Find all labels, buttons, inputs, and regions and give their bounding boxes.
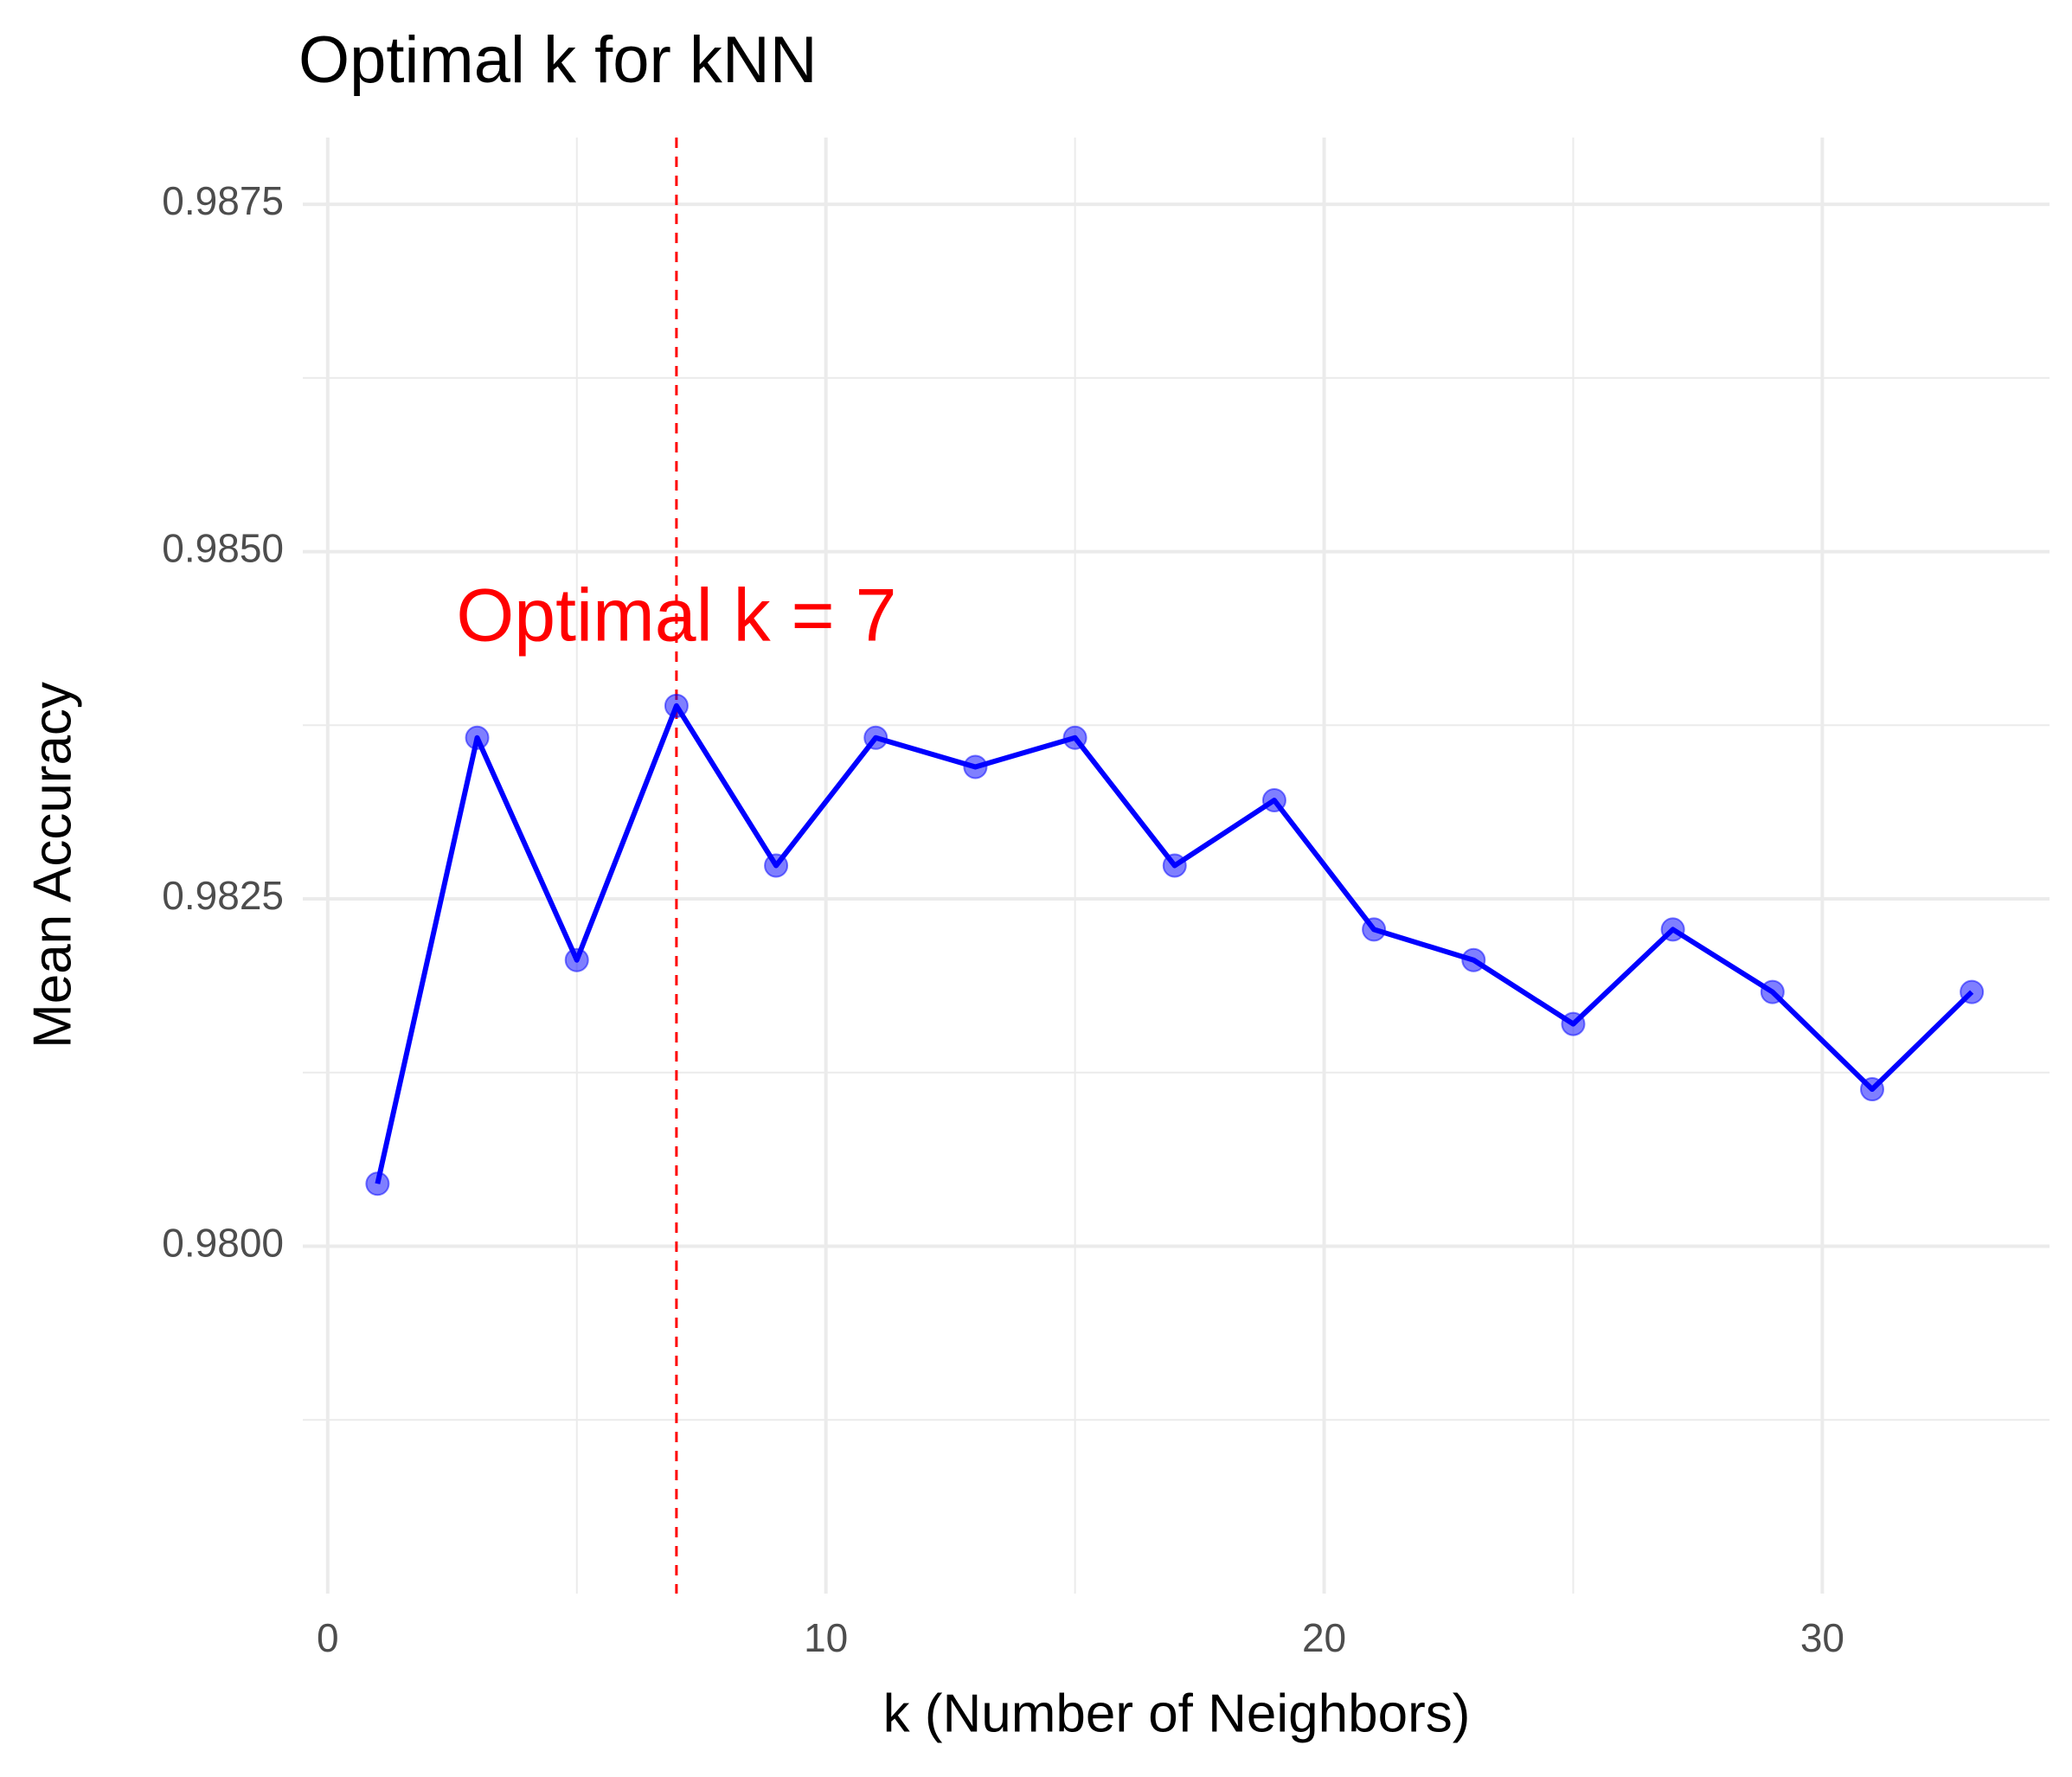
x-tick-label: 30 bbox=[1800, 1615, 1844, 1660]
data-point bbox=[465, 725, 490, 750]
x-tick-label: 0 bbox=[317, 1615, 339, 1660]
y-tick-label: 0.9800 bbox=[162, 1221, 284, 1266]
data-point bbox=[664, 693, 689, 718]
data-point bbox=[1660, 917, 1685, 942]
y-axis-title: Mean Accuracy bbox=[22, 682, 82, 1049]
data-point bbox=[1362, 917, 1387, 942]
data-point bbox=[365, 1171, 390, 1196]
y-tick-label: 0.9875 bbox=[162, 178, 284, 223]
data-point bbox=[1062, 725, 1087, 750]
data-point bbox=[963, 754, 988, 779]
data-point bbox=[863, 725, 888, 750]
data-point bbox=[1561, 1011, 1586, 1036]
x-tick-label: 10 bbox=[804, 1615, 848, 1660]
y-tick-label: 0.9850 bbox=[162, 526, 284, 571]
data-point bbox=[1859, 1077, 1884, 1102]
data-point bbox=[1960, 979, 1985, 1004]
annotation: Optimal k = 7 bbox=[456, 574, 896, 658]
data-point bbox=[1760, 979, 1785, 1004]
x-tick-label: 20 bbox=[1302, 1615, 1346, 1660]
data-point bbox=[564, 947, 589, 972]
data-point bbox=[1461, 947, 1486, 972]
data-point bbox=[764, 853, 789, 878]
chart-title: Optimal k for kNN bbox=[298, 23, 818, 97]
data-point bbox=[1261, 788, 1286, 813]
y-tick-label: 0.9825 bbox=[162, 873, 284, 918]
x-axis-title: k (Number of Neighbors) bbox=[883, 1684, 1471, 1743]
data-point bbox=[1162, 853, 1187, 878]
